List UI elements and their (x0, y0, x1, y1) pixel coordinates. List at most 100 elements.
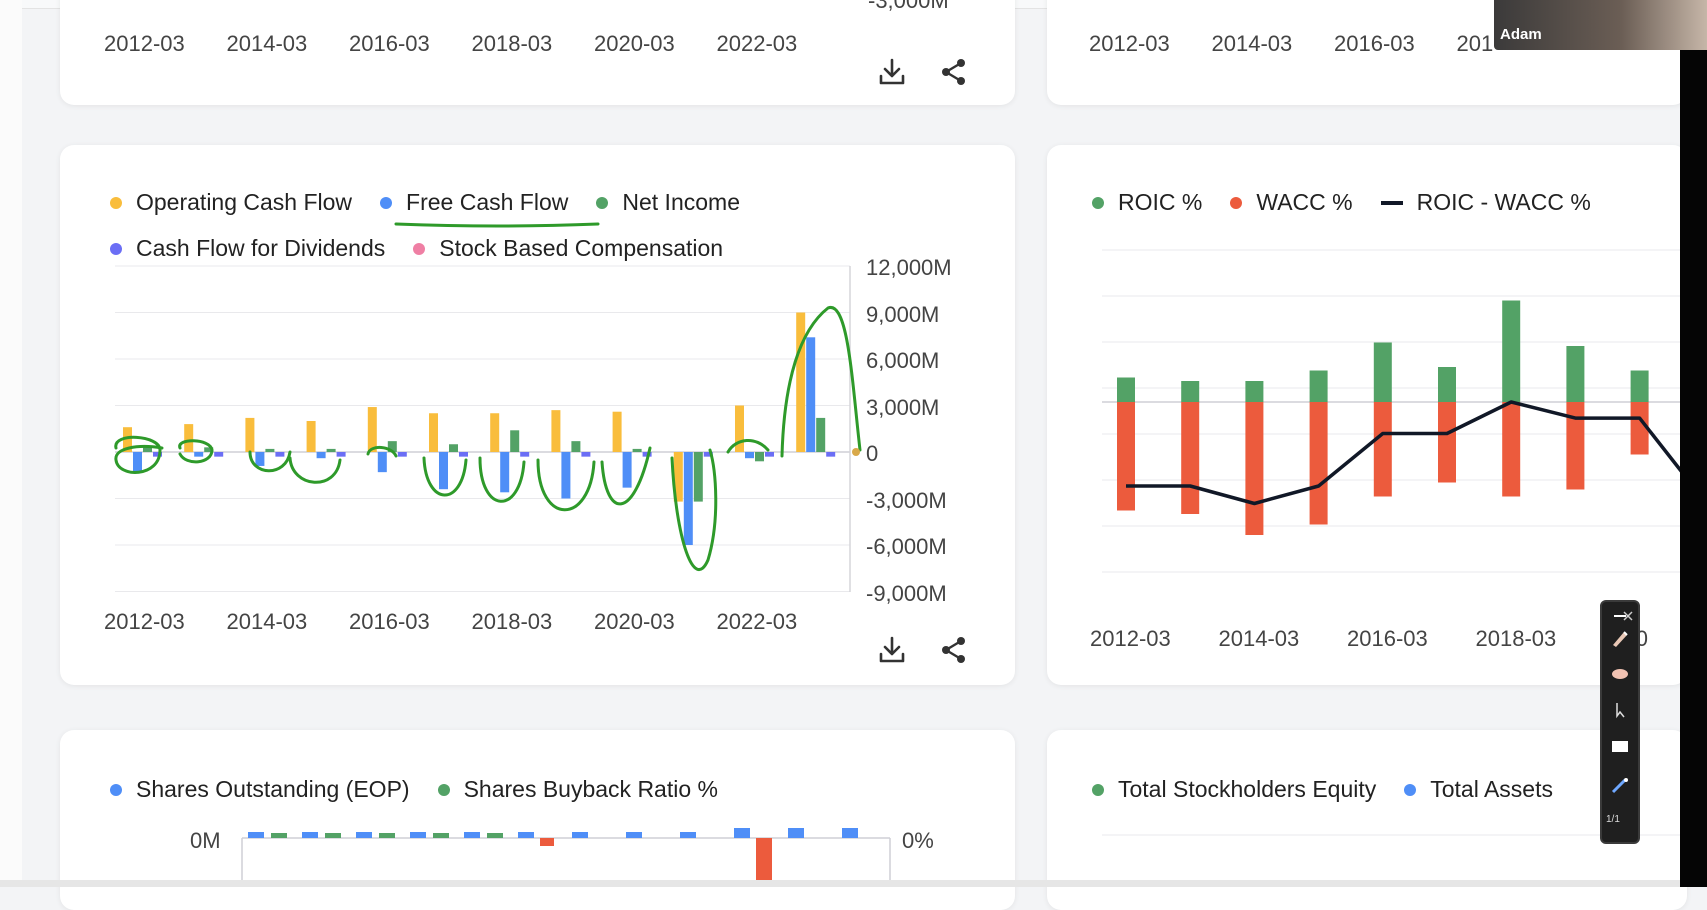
wacc-bar (1245, 402, 1264, 535)
bar (123, 427, 132, 452)
page-left-gutter (0, 0, 22, 887)
legend-item-total-assets[interactable]: Total Assets (1404, 776, 1553, 803)
bar (806, 337, 816, 452)
wacc-bar (1309, 402, 1328, 525)
roic-bar (1117, 377, 1135, 402)
bar (571, 441, 581, 452)
legend-dot-icon (110, 783, 122, 796)
download-icon (879, 58, 905, 85)
page-bottom-strip (0, 880, 1680, 887)
close-icon[interactable] (1622, 606, 1634, 626)
shares-bar (626, 832, 642, 838)
shares-bar (248, 832, 264, 838)
bar (612, 411, 622, 452)
hand-drawn-annotation (478, 456, 526, 503)
roic-bar (1245, 381, 1264, 402)
legend-item-wacc[interactable]: WACC % (1230, 189, 1353, 216)
legend-item-operating-cash-flow[interactable]: Operating Cash Flow (110, 189, 352, 216)
buyback-bar (271, 833, 287, 838)
hand-drawn-annotation (536, 458, 596, 512)
roic-bar (1309, 370, 1328, 402)
legend-item-shares-outstanding[interactable]: Shares Outstanding (EOP) (110, 776, 410, 803)
legend-label: Cash Flow for Dividends (136, 235, 386, 261)
x-tick-label: 2016-03 (349, 609, 430, 634)
x-tick-label: 2016-03 (1347, 626, 1428, 651)
legend-label: ROIC % (1118, 189, 1203, 215)
pen-cursor-dot (852, 448, 860, 456)
wacc-bar (1438, 402, 1456, 483)
bar (336, 452, 346, 457)
chart-card-top-left (60, 0, 1015, 105)
bar (439, 452, 448, 490)
shares-bar (518, 832, 534, 838)
bar (326, 448, 336, 452)
buyback-bar (433, 833, 449, 838)
pointer-icon[interactable] (1610, 700, 1630, 720)
bar (184, 424, 194, 452)
x-tick-label: 2020-03 (594, 609, 675, 634)
hand-drawn-annotation (288, 456, 342, 484)
buyback-bar (756, 838, 772, 887)
bar (204, 447, 214, 452)
share-button[interactable] (938, 634, 970, 666)
legend-item-total-stockholders-equity[interactable]: Total Stockholders Equity (1092, 776, 1376, 803)
roic-minus-wacc-line (1126, 400, 1706, 506)
bar (490, 413, 500, 452)
bar (683, 452, 693, 545)
legend-item-free-cash-flow[interactable]: Free Cash Flow (380, 189, 568, 216)
bar (693, 452, 703, 502)
legend-dot-icon (1092, 196, 1104, 209)
wacc-bar (1630, 402, 1649, 455)
hand-drawn-annotation (422, 456, 468, 497)
y-tick-label: -6,000M (866, 534, 947, 559)
top-left-partial-y-label: -3,000M (868, 0, 949, 13)
legend-dot-icon (437, 783, 450, 796)
x-tick-label: 2012-03 (104, 31, 185, 56)
legend-item-cash-flow-for-dividends[interactable]: Cash Flow for Dividends (110, 235, 385, 262)
legend-label: Free Cash Flow (406, 189, 569, 215)
y-tick-label: -9,000M (866, 580, 947, 606)
share-button[interactable] (938, 56, 970, 88)
hand-drawn-annotation (248, 450, 292, 473)
hand-drawn-annotation (726, 439, 770, 454)
shares-y-left-label: 0M (190, 828, 221, 853)
download-button[interactable] (876, 56, 908, 88)
x-tick-label: 2018-03 (471, 609, 553, 634)
legend-item-roic-minus-wacc[interactable]: ROIC - WACC % (1380, 189, 1591, 216)
bar (765, 452, 774, 457)
hand-drawn-annotation (114, 435, 164, 474)
shares-bar (572, 832, 588, 838)
legend-item-net-income[interactable]: Net Income (596, 189, 740, 216)
share-icon (942, 59, 965, 85)
y-tick-label: 9,000M (866, 301, 940, 327)
legend-item-stock-based-compensation[interactable]: Stock Based Compensation (413, 235, 723, 262)
legend-item-roic[interactable]: ROIC % (1092, 189, 1202, 216)
marker-pen-icon[interactable] (1610, 628, 1630, 648)
x-tick-label: 2016-03 (349, 31, 430, 56)
bar (316, 452, 326, 459)
legend-label: Total Assets (1430, 776, 1553, 802)
download-button[interactable] (876, 634, 908, 666)
shares-bar (680, 832, 696, 838)
shares-y-right-label: 0% (902, 828, 934, 853)
legend-item-shares-buyback-ratio[interactable]: Shares Buyback Ratio % (437, 776, 718, 803)
eraser-icon[interactable] (1610, 664, 1630, 684)
equity-legend: Total Stockholders Equity Total Assets (1092, 776, 1581, 803)
legend-label: WACC % (1256, 189, 1353, 215)
bar (194, 452, 204, 457)
y-tick-label: 6,000M (866, 348, 940, 373)
legend-label: Shares Outstanding (EOP) (136, 776, 410, 802)
roic-bar (1181, 381, 1200, 402)
legend-label: Net Income (622, 189, 740, 215)
bar (367, 407, 377, 452)
whiteboard-icon[interactable] (1610, 736, 1630, 756)
bar (816, 417, 826, 452)
bar (377, 452, 387, 473)
legend-dot-icon (413, 242, 426, 255)
laser-icon[interactable] (1610, 776, 1630, 796)
cash-flow-legend-row-2: Cash Flow for Dividends Stock Based Comp… (110, 235, 751, 262)
charts-overlay (114, 222, 1706, 887)
minus-icon[interactable] (1610, 606, 1630, 626)
legend-dot-icon (1092, 783, 1104, 796)
shares-bar (464, 832, 480, 838)
